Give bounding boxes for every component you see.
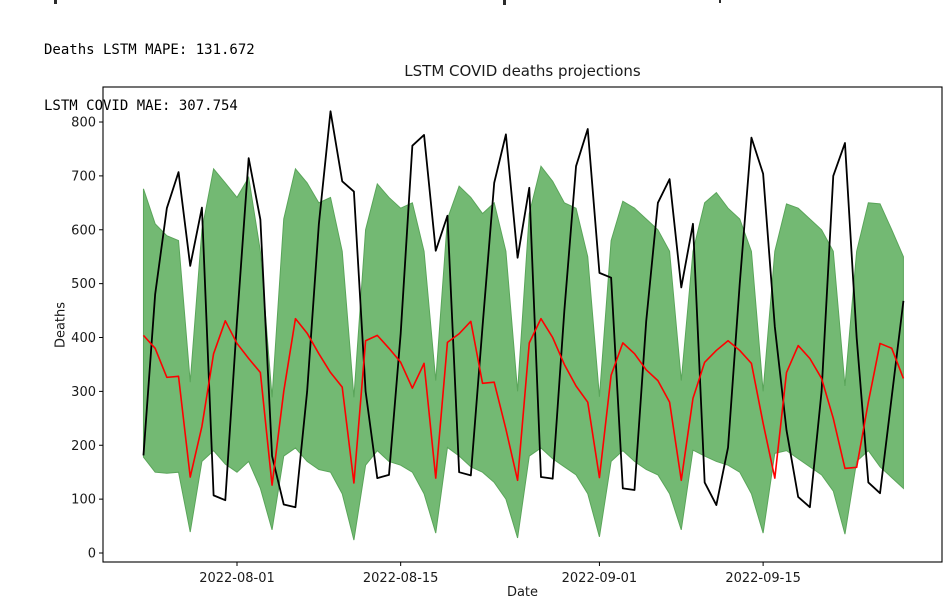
predicted-deaths-line	[142, 317, 905, 486]
y-tick-label: 800	[71, 116, 96, 131]
y-tick-label: 0	[88, 547, 96, 562]
x-tick-label: 2022-09-01	[562, 571, 638, 586]
clipped-text-fragment	[719, 0, 721, 3]
chart-title: LSTM COVID deaths projections	[404, 62, 641, 80]
x-tick-label: 2022-09-15	[725, 571, 801, 586]
y-tick-label: 200	[71, 439, 96, 454]
y-tick-label: 400	[71, 331, 96, 346]
actual-deaths-line	[142, 110, 905, 509]
y-tick-label: 600	[71, 223, 96, 238]
x-tick-label: 2022-08-15	[363, 571, 439, 586]
y-tick-label: 500	[71, 277, 96, 292]
clipped-text-fragment	[503, 0, 506, 5]
y-tick-label: 100	[71, 493, 96, 508]
prediction-interval-band	[142, 165, 904, 541]
x-tick-label: 2022-08-01	[199, 571, 275, 586]
y-tick-label: 700	[71, 169, 96, 184]
y-tick-label: 300	[71, 385, 96, 400]
x-axis-label: Date	[506, 585, 539, 600]
console-line-mape: Deaths LSTM MAPE: 131.672	[44, 42, 255, 58]
axes-frame	[102, 86, 943, 563]
clipped-text-fragment	[54, 0, 57, 4]
console-line-mae: LSTM COVID MAE: 307.754	[44, 97, 238, 114]
console-output: Deaths LSTM MAPE: 131.672 LSTM COVID MAE…	[44, 4, 255, 152]
